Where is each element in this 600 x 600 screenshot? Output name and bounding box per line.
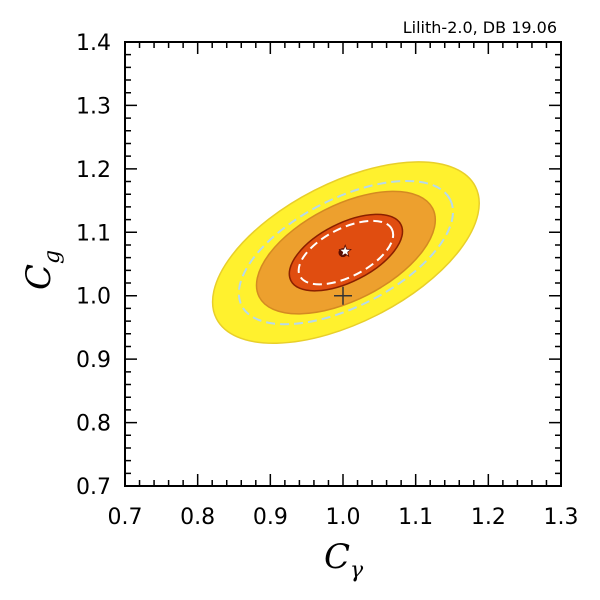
major-ticks <box>124 41 562 487</box>
x-tick-label: 0.9 <box>253 505 288 530</box>
y-tick-label: 1.1 <box>76 221 111 246</box>
x-axis-title-main: C <box>324 537 350 577</box>
minor-ticks <box>125 42 561 486</box>
y-tick-label: 1.2 <box>76 158 111 183</box>
dashed-contours <box>237 179 454 326</box>
x-tick-label: 1.0 <box>326 505 361 530</box>
annotation: Lilith-2.0, DB 19.06 <box>403 18 557 37</box>
y-tick-labels: 0.7 0.8 0.9 1.0 1.1 1.2 1.3 1.4 <box>76 31 111 500</box>
y-tick-label: 1.0 <box>76 285 111 310</box>
y-tick-label: 1.4 <box>76 31 111 56</box>
markers <box>334 244 352 305</box>
y-tick-label: 0.7 <box>76 475 111 500</box>
x-tick-label: 0.8 <box>180 505 215 530</box>
x-axis-title: Cγ <box>324 537 364 583</box>
y-tick-label: 1.3 <box>76 94 111 119</box>
x-tick-label: 1.1 <box>398 505 433 530</box>
y-axis-title-sub: g <box>40 250 65 264</box>
x-axis-title-sub: γ <box>350 558 364 583</box>
x-tick-label: 1.2 <box>471 505 506 530</box>
inner-dashed-contour <box>297 219 395 286</box>
sm-point <box>334 286 352 305</box>
outer-dashed-contour <box>237 179 454 326</box>
y-tick-label: 0.8 <box>76 412 111 437</box>
x-tick-label: 0.7 <box>108 505 143 530</box>
axis-ticks <box>124 41 562 487</box>
best-fit-star <box>338 244 352 258</box>
x-tick-label: 1.3 <box>544 505 579 530</box>
x-tick-labels: 0.7 0.8 0.9 1.0 1.1 1.2 1.3 <box>108 505 579 530</box>
y-tick-label: 0.9 <box>76 348 111 373</box>
y-axis-title: Cg <box>19 250 65 290</box>
y-axis-title-main: C <box>19 264 59 290</box>
